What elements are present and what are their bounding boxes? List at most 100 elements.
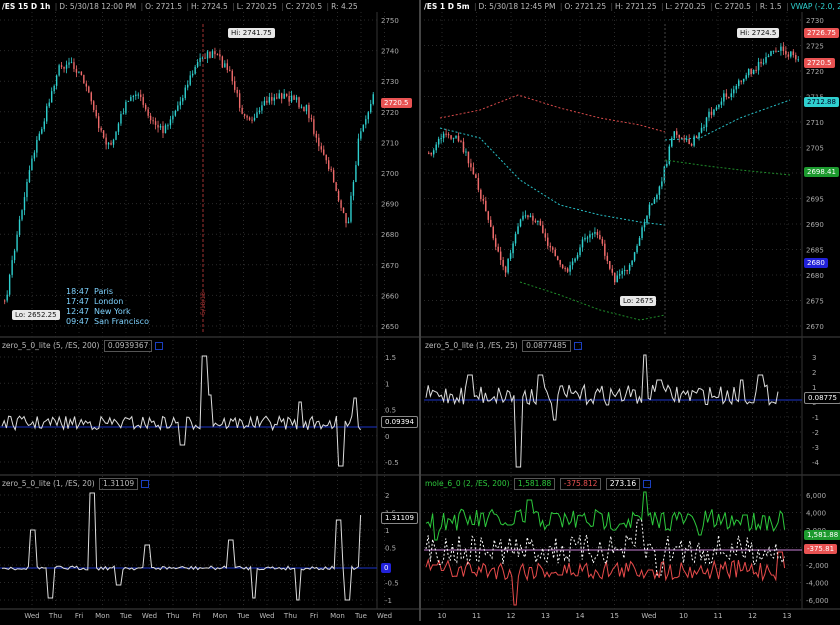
left-candle — [36, 139, 38, 153]
right-candle — [554, 249, 556, 257]
study-settings-icon[interactable] — [573, 342, 582, 350]
x-tick-label: 11 — [714, 612, 723, 620]
left-candle — [194, 66, 196, 74]
right-low-label: Lo: 2675 — [620, 296, 657, 306]
left-candle — [310, 118, 313, 120]
left-candle — [6, 294, 8, 301]
y-tick-label: 1 — [385, 527, 389, 535]
lower-band-line — [519, 281, 666, 321]
right-candle — [787, 54, 790, 57]
right-candle — [544, 233, 547, 238]
left-osc1-value: 0.0939367 — [103, 340, 153, 352]
right-candle — [772, 50, 775, 52]
right-candle — [480, 189, 482, 199]
right-open: O: 2721.25 — [564, 2, 607, 11]
left-candle — [313, 119, 315, 134]
right-candle — [797, 59, 800, 61]
right-candle — [428, 152, 430, 154]
right-candle — [770, 51, 772, 56]
left-osc1-title[interactable]: zero_5_0_lite (5, /ES, 200) — [2, 341, 100, 350]
vwap-study-label[interactable]: VWAP (-2.0, 2.0,... — [790, 2, 840, 11]
right-osc2-title[interactable]: mole_6_0 (2, /ES, 200) — [425, 479, 510, 488]
right-candle — [561, 264, 564, 269]
left-candle — [48, 102, 50, 107]
study-settings-icon[interactable] — [643, 480, 652, 488]
left-candle — [266, 100, 268, 103]
right-candle — [435, 144, 437, 151]
clock-row: 18:47 Paris — [66, 287, 114, 296]
right-symbol[interactable]: /ES 1 D 5m — [424, 2, 470, 11]
left-candle — [172, 115, 174, 120]
left-candle — [221, 56, 224, 68]
left-candle — [90, 92, 92, 102]
left-candle — [127, 100, 130, 102]
right-osc2-pos-line — [425, 491, 786, 541]
left-candle — [199, 57, 201, 63]
x-tick-label: Fri — [75, 612, 83, 620]
left-candle — [177, 105, 179, 111]
clock-row: 12:47 New York — [66, 307, 131, 316]
right-candle — [497, 246, 499, 252]
study-settings-icon[interactable] — [155, 342, 164, 350]
left-candle — [55, 75, 58, 86]
right-candle — [472, 167, 475, 175]
left-candle — [295, 97, 298, 100]
right-candle — [777, 50, 780, 52]
left-candle — [105, 137, 107, 145]
left-candle — [246, 115, 248, 118]
left-osc2-zero-tag: 0 — [381, 563, 392, 573]
right-candle — [517, 226, 519, 234]
y-tick-label: 2685 — [806, 247, 824, 255]
right-osc2-v1: 1,581.88 — [513, 478, 556, 490]
right-candle — [591, 233, 594, 235]
left-candle — [157, 124, 159, 128]
y-tick-label: 2710 — [806, 119, 824, 127]
right-candle — [685, 138, 688, 140]
right-osc2-neg-line — [425, 551, 786, 606]
right-candle — [594, 232, 596, 234]
study-settings-icon[interactable] — [141, 480, 150, 488]
right-candle — [465, 151, 467, 153]
right-high: H: 2721.25 — [615, 2, 657, 11]
right-candle — [792, 51, 795, 56]
right-osc1-title[interactable]: zero_5_0_lite (3, /ES, 25) — [425, 341, 518, 350]
right-candle — [514, 233, 517, 244]
right-candle — [750, 69, 752, 75]
left-osc2-line — [1, 492, 362, 601]
right-candle — [795, 55, 797, 60]
left-candle — [268, 97, 271, 103]
right-candle — [519, 219, 522, 227]
left-candle — [285, 93, 288, 96]
y-tick-label: -2,000 — [806, 562, 829, 570]
right-candle — [539, 220, 542, 226]
right-candle — [651, 203, 653, 205]
right-date: D: 5/30/18 12:45 PM — [478, 2, 556, 11]
left-candle — [196, 62, 199, 67]
left-candle — [140, 94, 142, 98]
left-candle — [330, 169, 332, 171]
x-tick-label: Tue — [354, 612, 367, 620]
left-candle — [231, 70, 233, 82]
y-tick-label: 2695 — [806, 196, 824, 204]
left-candle — [112, 139, 115, 145]
left-symbol[interactable]: /ES 15 D 1h — [2, 2, 51, 11]
x-tick-label: 14 — [576, 612, 585, 620]
right-candle — [571, 261, 574, 266]
lower-band-line-2 — [664, 159, 791, 176]
right-candle — [616, 275, 618, 283]
x-tick-label: 10 — [438, 612, 447, 620]
right-candle — [790, 51, 792, 57]
left-osc1-last-tag: 0.09394 — [381, 416, 418, 428]
upper-band-line — [439, 94, 666, 133]
x-tick-label: Thu — [283, 612, 297, 620]
right-candle — [512, 243, 514, 254]
right-candle — [720, 101, 723, 105]
right-candle — [643, 222, 646, 228]
left-candle — [342, 207, 345, 214]
left-candle — [248, 117, 251, 120]
left-osc2-title[interactable]: zero_5_0_lite (1, /ES, 20) — [2, 479, 95, 488]
left-candle — [73, 62, 75, 69]
left-candle — [332, 170, 335, 183]
left-chart-header: /ES 15 D 1h | D: 5/30/18 12:00 PM | O: 272… — [2, 2, 358, 11]
right-candle — [450, 135, 452, 139]
